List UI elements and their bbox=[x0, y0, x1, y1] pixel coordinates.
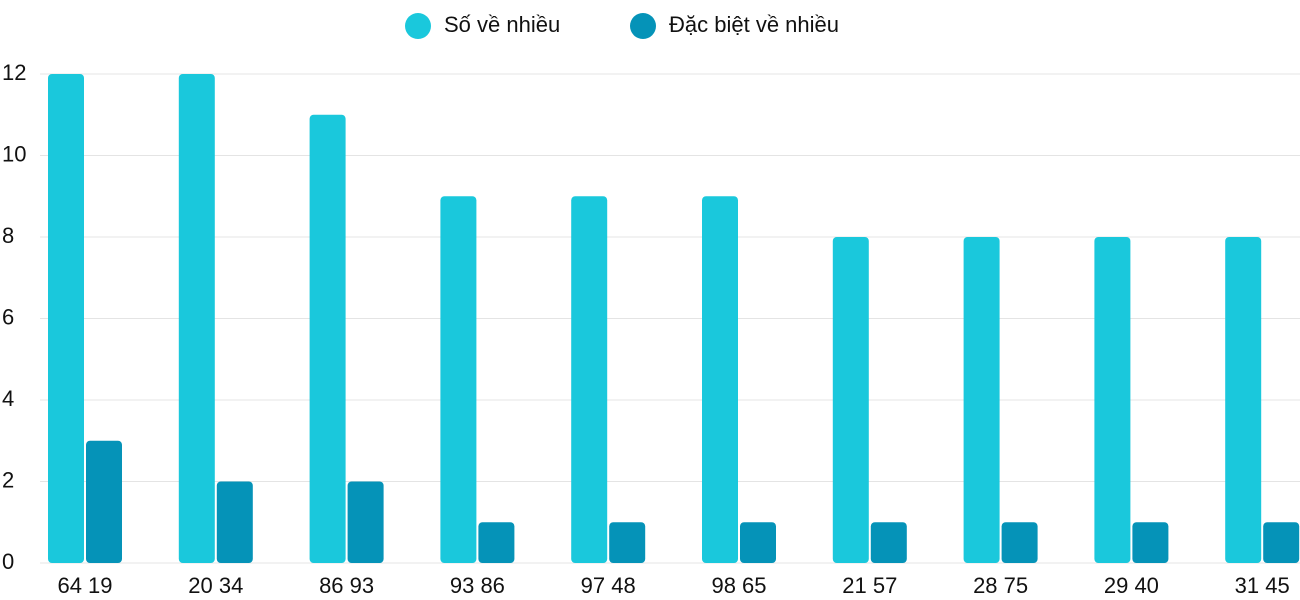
bar bbox=[832, 237, 869, 563]
y-tick-label: 2 bbox=[2, 467, 14, 492]
bar bbox=[178, 74, 215, 563]
y-tick-label: 12 bbox=[2, 60, 26, 85]
x-tick-label: 86 93 bbox=[319, 573, 374, 598]
x-tick-label: 97 48 bbox=[581, 573, 636, 598]
x-tick-label: 20 34 bbox=[188, 573, 243, 598]
bar bbox=[571, 196, 608, 563]
bar bbox=[216, 481, 253, 563]
x-tick-label: 21 57 bbox=[842, 573, 897, 598]
bar bbox=[963, 237, 1000, 563]
bar bbox=[440, 196, 477, 563]
y-tick-label: 0 bbox=[2, 549, 14, 574]
bar bbox=[478, 522, 515, 563]
x-tick-label: 64 19 bbox=[57, 573, 112, 598]
legend-label: Đặc biệt về nhiều bbox=[669, 12, 839, 37]
bar bbox=[347, 481, 384, 563]
bar bbox=[86, 440, 122, 563]
bar bbox=[870, 522, 907, 563]
bar bbox=[1225, 237, 1262, 563]
x-tick-label: 28 75 bbox=[973, 573, 1028, 598]
x-tick-label: 31 45 bbox=[1235, 573, 1290, 598]
legend-swatch bbox=[405, 13, 431, 39]
bar bbox=[1132, 522, 1169, 563]
bar bbox=[309, 114, 346, 563]
bar bbox=[1001, 522, 1038, 563]
bar bbox=[48, 74, 84, 563]
x-tick-label: 98 65 bbox=[711, 573, 766, 598]
x-tick-label: 29 40 bbox=[1104, 573, 1159, 598]
bar bbox=[740, 522, 776, 563]
y-tick-label: 4 bbox=[2, 386, 14, 411]
legend-label: Số về nhiều bbox=[444, 12, 560, 37]
x-tick-label: 93 86 bbox=[450, 573, 505, 598]
y-tick-label: 10 bbox=[2, 141, 26, 166]
bar bbox=[702, 196, 738, 563]
y-tick-label: 8 bbox=[2, 223, 14, 248]
bar bbox=[1263, 522, 1300, 563]
legend-swatch bbox=[630, 13, 656, 39]
bar bbox=[1094, 237, 1131, 563]
bar bbox=[609, 522, 646, 563]
y-tick-label: 6 bbox=[2, 304, 14, 329]
